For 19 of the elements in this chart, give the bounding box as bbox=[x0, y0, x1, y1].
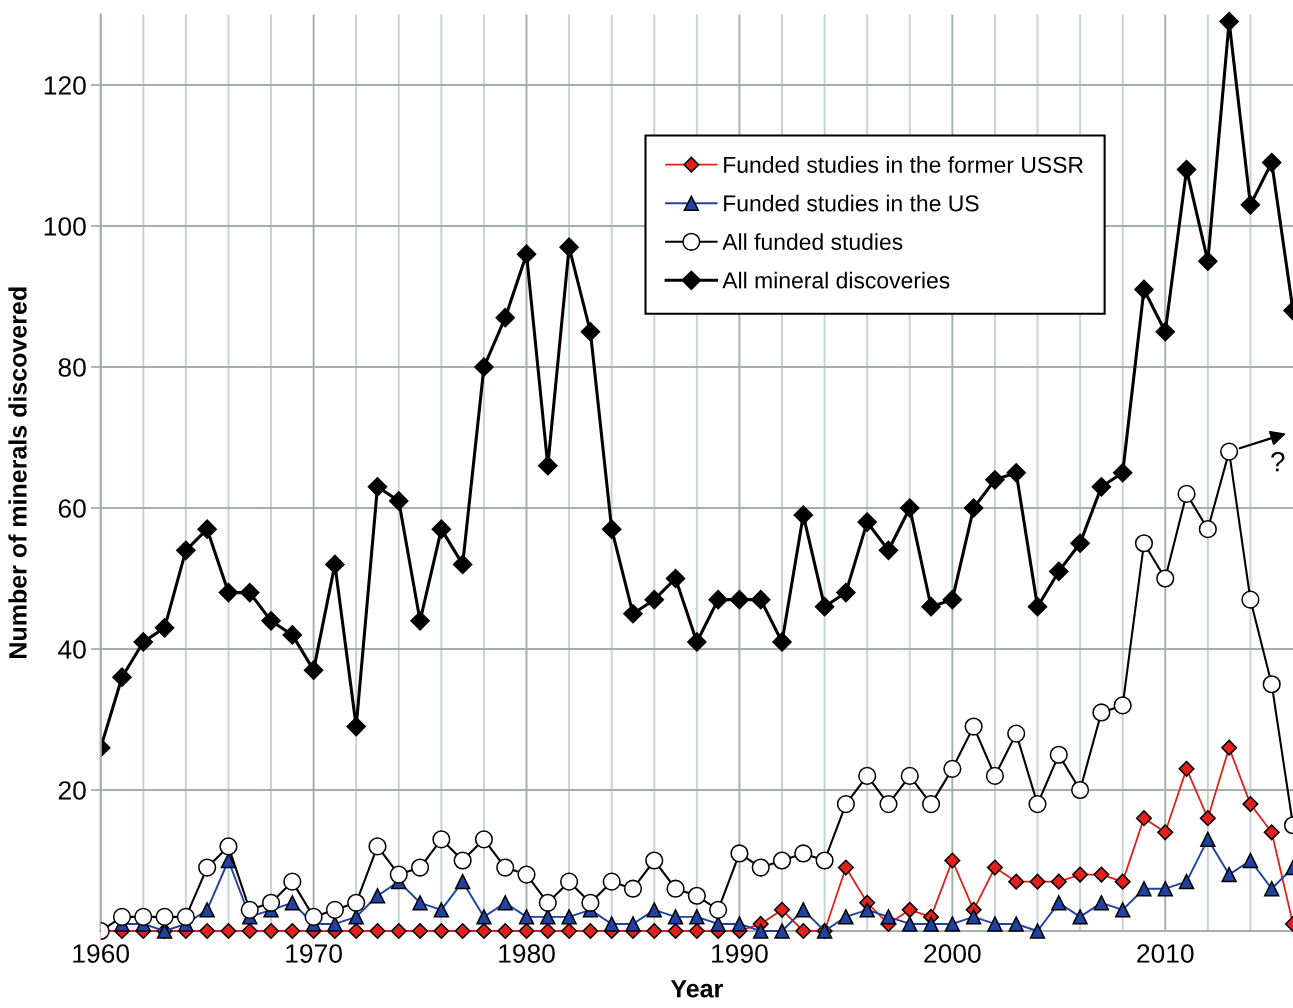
x-tick-label: 1980 bbox=[499, 944, 555, 963]
x-tick-label: 1970 bbox=[286, 944, 342, 963]
y-tick-label: 60 bbox=[58, 499, 86, 518]
y-tick-label: 100 bbox=[44, 217, 86, 236]
y-tick-label: 120 bbox=[44, 76, 86, 95]
x-tick-label: 1990 bbox=[712, 944, 768, 963]
y-axis-title: Number of minerals discovered bbox=[8, 287, 27, 658]
annotation: ? bbox=[1271, 451, 1285, 472]
x-axis-title: Year bbox=[670, 980, 723, 998]
x-tick-label: 1960 bbox=[73, 944, 130, 963]
y-tick-label: 80 bbox=[58, 358, 86, 377]
y-tick-label: 40 bbox=[58, 640, 86, 659]
legend-label: All funded studies bbox=[722, 233, 903, 251]
legend-label: Funded studies in the US bbox=[724, 194, 979, 212]
x-tick-label: 2000 bbox=[924, 944, 981, 963]
y-tick-label: 20 bbox=[58, 781, 86, 800]
legend-label: Funded studies in the former USSR bbox=[724, 156, 1083, 173]
x-tick-label: 2010 bbox=[1137, 944, 1194, 963]
legend-label: All mineral discoveries bbox=[722, 271, 950, 289]
